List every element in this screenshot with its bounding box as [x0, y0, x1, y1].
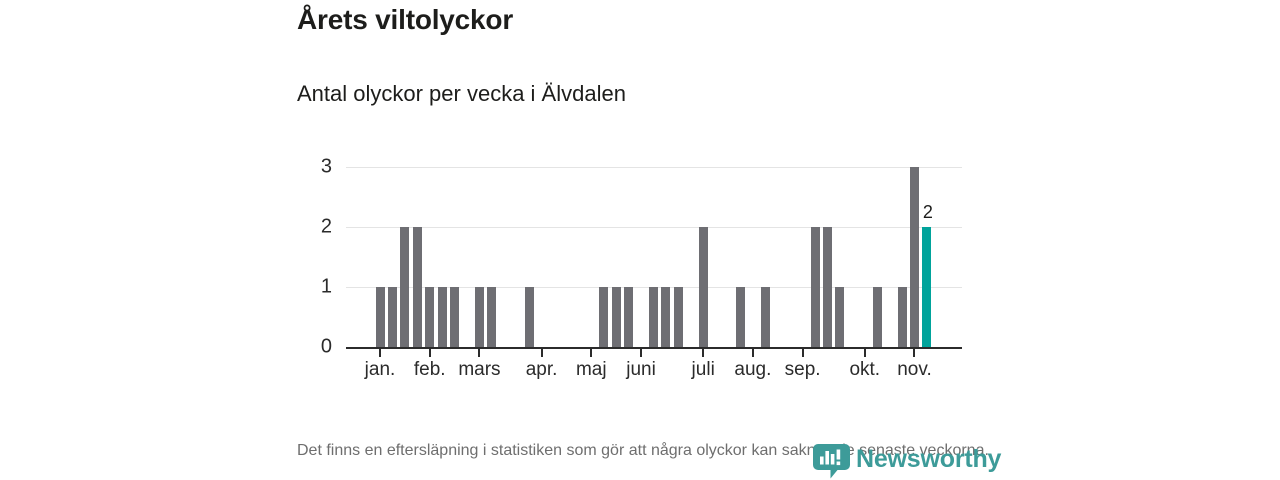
x-tick-sep: [801, 349, 804, 357]
bar-week-1: [375, 287, 385, 347]
x-axis-label-okt: okt.: [849, 359, 881, 380]
x-axis-label-nov: nov.: [897, 359, 932, 380]
x-axis-label-apr: apr.: [525, 359, 558, 380]
icon-bar-medium: [830, 454, 835, 465]
bar-week-24: [661, 287, 671, 347]
bar-week-25: [673, 287, 683, 347]
bar-week-3: [400, 227, 410, 347]
x-axis-label-juli: juli: [691, 359, 715, 380]
icon-bar-short: [820, 456, 824, 465]
x-tick-juli: [702, 349, 705, 357]
y-axis-label-0: 0: [320, 335, 332, 358]
bar-week-7: [450, 287, 460, 347]
bar-week-41: [872, 287, 882, 347]
x-axis-label-feb: feb.: [413, 359, 446, 380]
bar-week-32: [760, 287, 770, 347]
bar-week-13: [524, 287, 534, 347]
bar-week-20: [611, 287, 621, 347]
newsworthy-logo: Newsworthy: [813, 444, 1001, 479]
gridline-y-2: [346, 227, 962, 228]
gridline-y-3: [346, 167, 962, 168]
x-tick-jan: [379, 349, 381, 357]
x-tick-aug: [751, 349, 754, 357]
y-axis-label-1: 1: [320, 275, 332, 298]
newsworthy-bubble-bar-chart-icon: [813, 444, 850, 479]
x-tick-okt: [863, 349, 866, 357]
x-tick-juni: [640, 349, 643, 357]
bar-week-2: [387, 287, 397, 347]
x-tick-feb: [428, 349, 431, 357]
bar-week-19: [599, 287, 609, 347]
bar-week-36: [810, 227, 820, 347]
x-tick-apr: [540, 349, 543, 357]
bar-week-5: [425, 287, 435, 347]
bar-week-9: [474, 287, 484, 347]
bar-week-45: [922, 227, 932, 347]
bar-week-6: [437, 287, 447, 347]
bar-week-23: [648, 287, 658, 347]
x-axis-label-sep: sep.: [784, 359, 821, 380]
bar-week-37: [822, 227, 832, 347]
x-axis-label-maj: maj: [575, 359, 607, 380]
bar-week-38: [835, 287, 845, 347]
x-axis-label-jan: jan.: [364, 359, 396, 380]
x-axis-label-mars: mars: [458, 359, 501, 380]
bar-week-27: [698, 227, 708, 347]
x-tick-nov: [913, 349, 916, 357]
chart-subtitle: Antal olyckor per vecka i Älvdalen: [297, 81, 626, 106]
bar-week-10: [487, 287, 497, 347]
icon-exclamation-dot: [836, 461, 841, 466]
bar-week-30: [735, 287, 745, 347]
bar-week-43: [897, 287, 907, 347]
bar-week-21: [624, 287, 634, 347]
page-title: Årets viltolyckor: [297, 4, 514, 35]
icon-exclamation-stem: [836, 449, 841, 460]
bar-week-44: [909, 167, 919, 347]
newsworthy-wordmark: Newsworthy: [856, 445, 1002, 473]
icon-bar-tall: [825, 451, 829, 465]
x-axis-label-aug: aug.: [734, 359, 772, 380]
y-axis-label-2: 2: [320, 215, 332, 238]
bar-week-4: [412, 227, 422, 347]
x-axis-line: [346, 347, 962, 349]
highlight-value-label: 2: [922, 202, 933, 222]
x-tick-mars: [478, 349, 481, 357]
y-axis-label-3: 3: [320, 155, 332, 178]
x-tick-maj: [590, 349, 593, 357]
x-axis-label-juni: juni: [626, 359, 656, 380]
